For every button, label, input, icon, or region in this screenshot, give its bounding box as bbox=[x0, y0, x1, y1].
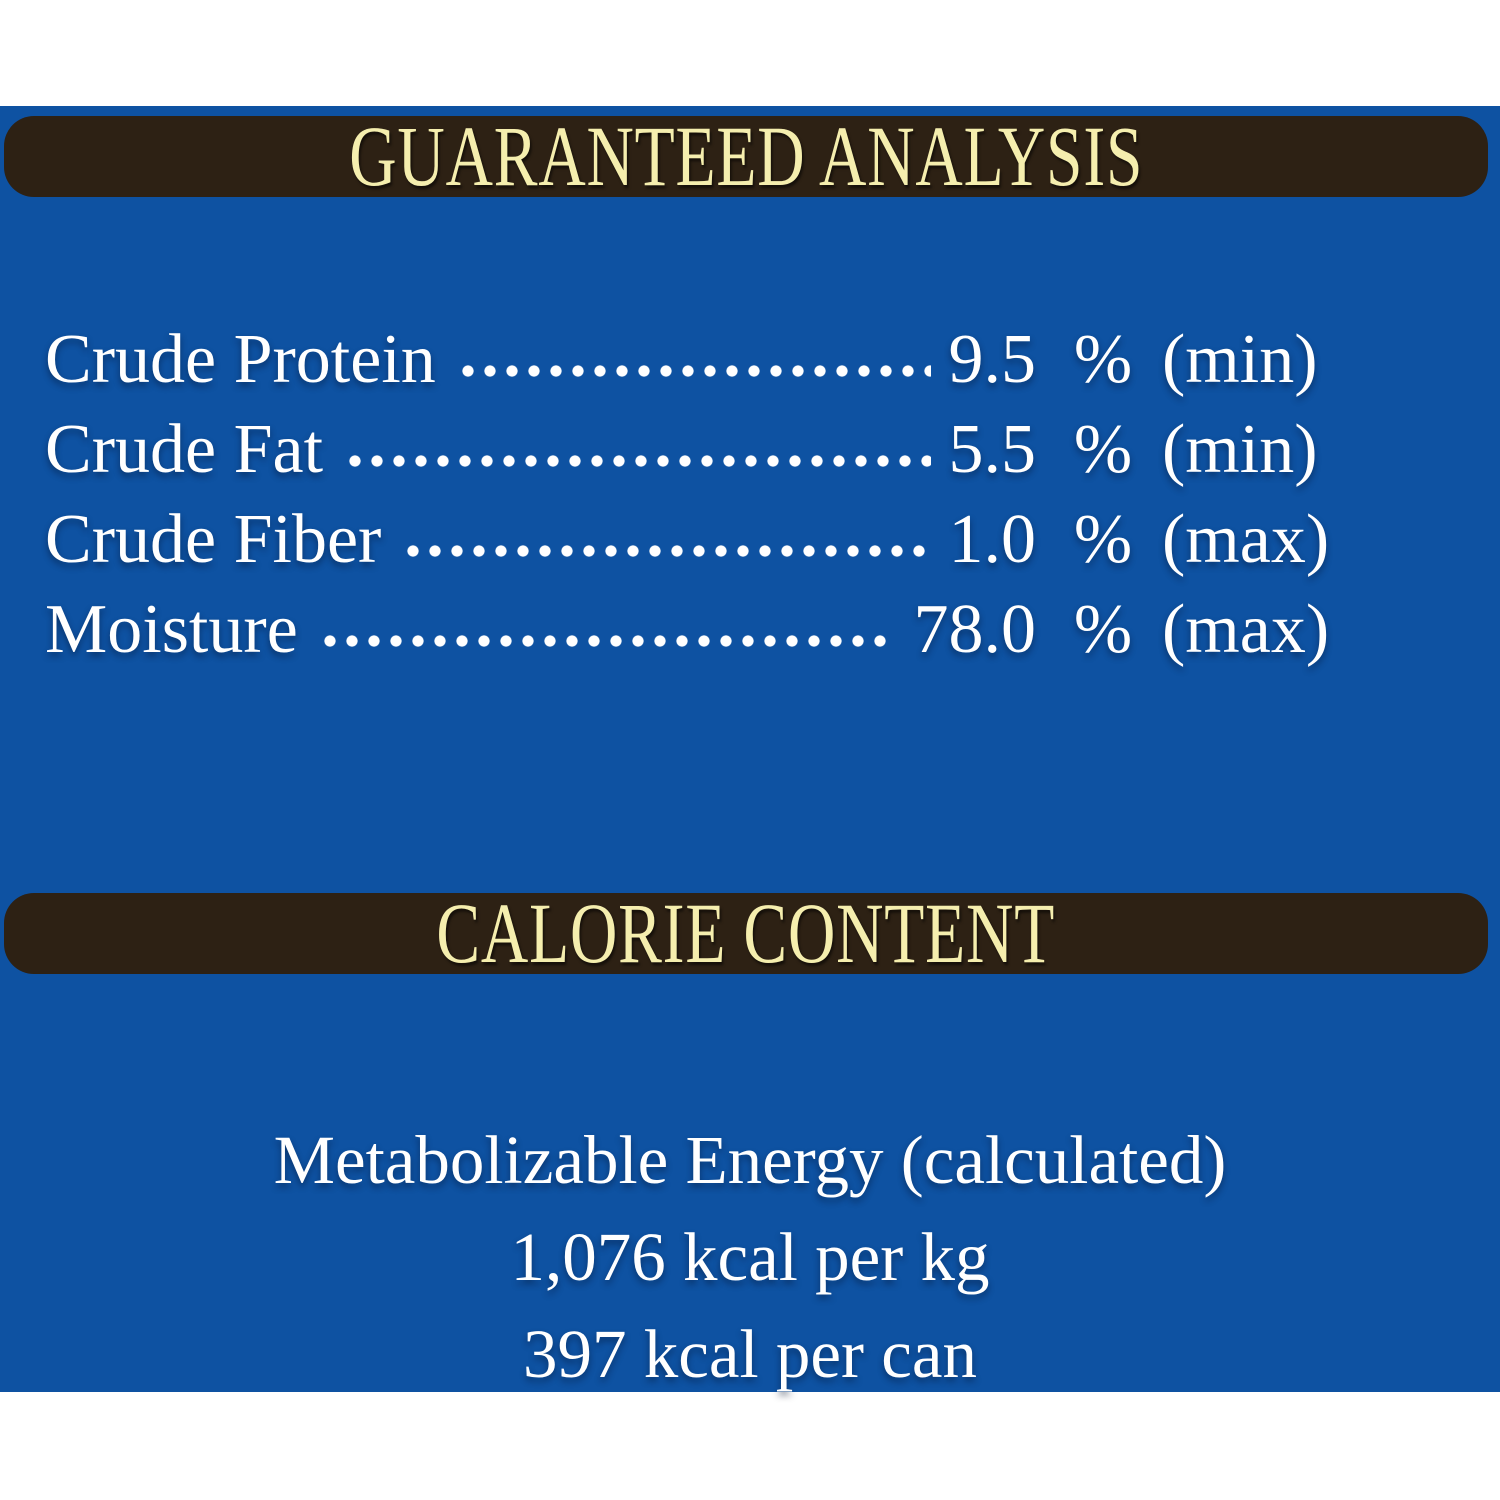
row-value: 9.5 bbox=[948, 321, 1037, 398]
dot-leader bbox=[461, 364, 931, 378]
percent-sign: % bbox=[1073, 411, 1133, 488]
metabolizable-energy-line: Metabolizable Energy (calculated) bbox=[273, 1122, 1227, 1198]
kcal-per-can-line: 397 kcal per can bbox=[522, 1316, 978, 1392]
row-label: Crude Fiber bbox=[45, 501, 382, 578]
percent-sign: % bbox=[1073, 321, 1133, 398]
row-label: Crude Fat bbox=[45, 411, 324, 488]
bound-label: (max) bbox=[1162, 591, 1330, 668]
row-label: Crude Protein bbox=[45, 321, 436, 398]
analysis-row-moisture: Moisture 78.0 % (max) bbox=[45, 585, 1342, 675]
row-label: Moisture bbox=[45, 591, 298, 668]
kcal-per-kg-line: 1,076 kcal per kg bbox=[510, 1219, 990, 1295]
row-value: 78.0 bbox=[913, 591, 1037, 668]
bound-label: (min) bbox=[1162, 411, 1318, 488]
calorie-content-header-bar: CALORIE CONTENT bbox=[4, 886, 1488, 981]
percent-sign: % bbox=[1073, 501, 1133, 578]
analysis-row-crude-protein: Crude Protein 9.5 % (min) bbox=[45, 315, 1342, 405]
bound-label: (max) bbox=[1162, 501, 1330, 578]
dot-leader bbox=[323, 634, 896, 648]
dot-leader bbox=[349, 454, 931, 468]
guaranteed-analysis-header-bar: GUARANTEED ANALYSIS bbox=[4, 109, 1488, 204]
calorie-content-block: Metabolizable Energy (calculated) 1,076 … bbox=[0, 1112, 1500, 1403]
guaranteed-analysis-title: GUARANTEED ANALYSIS bbox=[348, 109, 1143, 204]
analysis-row-crude-fat: Crude Fat 5.5 % (min) bbox=[45, 405, 1342, 495]
bound-label: (min) bbox=[1162, 321, 1318, 398]
dot-leader bbox=[407, 544, 931, 558]
percent-sign: % bbox=[1073, 591, 1133, 668]
row-value: 5.5 bbox=[948, 411, 1037, 488]
analysis-rows: Crude Protein 9.5 % (min) Crude Fat 5.5 … bbox=[45, 315, 1342, 675]
label-panel: GUARANTEED ANALYSIS Crude Protein 9.5 % … bbox=[0, 106, 1500, 1392]
calorie-content-title: CALORIE CONTENT bbox=[436, 886, 1056, 981]
row-value: 1.0 bbox=[948, 501, 1037, 578]
analysis-row-crude-fiber: Crude Fiber 1.0 % (max) bbox=[45, 495, 1342, 585]
